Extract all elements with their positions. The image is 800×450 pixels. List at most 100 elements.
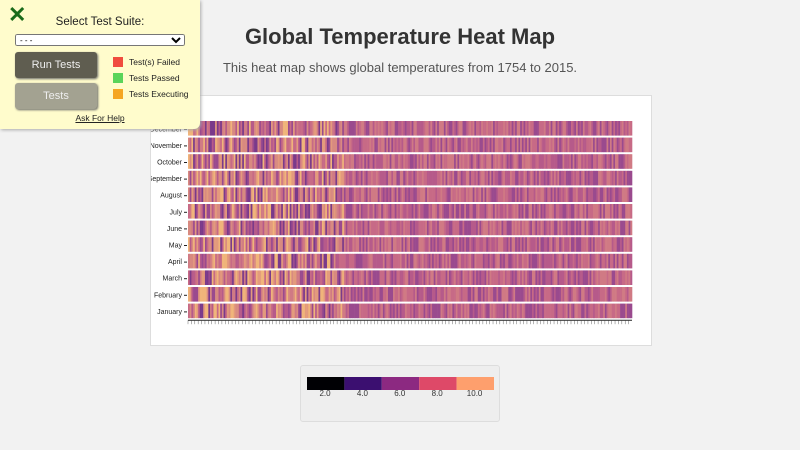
heatmap-cell	[311, 137, 314, 153]
heatmap-cell	[350, 270, 353, 285]
heatmap-cell	[621, 121, 624, 136]
heatmap-cell	[365, 154, 368, 169]
heatmap-cell	[594, 187, 597, 202]
heatmap-cell	[410, 270, 412, 285]
heatmap-cell	[404, 154, 407, 169]
heatmap-cell	[532, 220, 535, 236]
heatmap-cell	[206, 137, 209, 153]
heatmap-cell	[296, 154, 299, 169]
heatmap-cell	[520, 270, 523, 285]
heatmap-cell	[521, 187, 524, 202]
heatmap-cell	[272, 170, 275, 186]
heatmap-cell	[249, 220, 252, 236]
heatmap-cell	[254, 287, 257, 302]
heatmap-cell	[625, 287, 628, 302]
heatmap-cell	[511, 253, 514, 269]
heatmap-cell	[516, 220, 519, 236]
run-tests-button[interactable]: Run Tests	[15, 52, 97, 78]
heatmap-cell	[313, 121, 316, 136]
heatmap-cell	[621, 187, 624, 202]
heatmap-cell	[515, 303, 518, 319]
heatmap-cell	[277, 270, 280, 285]
heatmap-cell	[374, 154, 377, 169]
heatmap-cell	[260, 121, 263, 136]
heatmap-cell	[267, 121, 270, 136]
heatmap-cell	[343, 270, 346, 285]
heatmap-cell	[328, 270, 331, 285]
heatmap-cell	[340, 237, 343, 252]
heatmap-cell	[235, 287, 238, 302]
heatmap-cell	[557, 253, 560, 269]
heatmap-cell	[547, 154, 550, 169]
heatmap-cell	[577, 303, 580, 319]
heatmap-cell	[584, 287, 587, 302]
test-suite-select[interactable]: - - -	[15, 34, 185, 46]
heatmap-cell	[486, 303, 489, 319]
heatmap-cell	[282, 154, 285, 169]
heatmap-cell	[393, 154, 396, 169]
heatmap-cell	[199, 170, 202, 186]
heatmap-cell	[591, 303, 594, 319]
heatmap-cell	[343, 253, 346, 269]
heatmap-cell	[394, 287, 397, 302]
heatmap-cell	[371, 121, 374, 136]
heatmap-cell	[321, 287, 324, 302]
heatmap-cell	[215, 237, 218, 252]
heatmap-cell	[621, 303, 624, 319]
heatmap-cell	[443, 121, 446, 136]
heatmap-cell	[416, 204, 419, 219]
ask-for-help-link[interactable]: Ask For Help	[75, 113, 125, 123]
heatmap-cell	[293, 270, 296, 285]
heatmap-cell	[245, 220, 248, 236]
close-icon[interactable]: ✕	[8, 2, 27, 27]
heatmap-cell	[293, 187, 296, 202]
heatmap-cell	[367, 170, 370, 186]
heatmap-cell	[220, 170, 223, 186]
heatmap-cell	[554, 170, 557, 186]
heatmap-cell	[228, 187, 231, 202]
heatmap-cell	[218, 303, 221, 319]
heatmap-cell	[457, 121, 460, 136]
heatmap-cell	[343, 187, 346, 202]
heatmap-cell	[269, 170, 272, 186]
heatmap-cell	[337, 270, 340, 285]
heatmap-cell	[560, 121, 563, 136]
heatmap-cell	[425, 154, 428, 169]
heatmap-cell	[282, 270, 285, 285]
heatmap-cell	[204, 170, 207, 186]
heatmap-cell	[509, 287, 512, 302]
heatmap-cell	[198, 187, 201, 202]
heatmap-cell	[359, 204, 362, 219]
heatmap-cell	[557, 187, 560, 202]
heatmap-cell	[511, 154, 514, 169]
legend-swatch	[381, 377, 420, 390]
heatmap-cell	[447, 154, 450, 169]
heatmap-cell	[516, 270, 519, 285]
heatmap-cell	[548, 170, 551, 186]
heatmap-cell	[574, 237, 577, 252]
heatmap-cell	[260, 270, 263, 285]
heatmap-cell	[484, 170, 487, 186]
heatmap-cell	[325, 253, 328, 269]
tests-button[interactable]: Tests	[15, 83, 97, 109]
heatmap-cell	[548, 220, 551, 236]
heatmap-cell	[420, 220, 423, 236]
heatmap-cell	[391, 187, 394, 202]
heatmap-cell	[201, 287, 204, 302]
heatmap-cell	[537, 287, 540, 302]
heatmap-cell	[198, 287, 201, 302]
heatmap-cell	[303, 204, 306, 219]
heatmap-cell	[399, 121, 402, 136]
heatmap-cell	[442, 121, 445, 136]
heatmap-cell	[569, 287, 572, 302]
heatmap-cell	[442, 170, 445, 186]
month-label: April	[168, 259, 182, 266]
heatmap-cell	[249, 303, 252, 319]
heatmap-cell	[328, 170, 331, 186]
heatmap-cell	[499, 154, 502, 169]
heatmap-cell	[245, 121, 248, 136]
heatmap-cell	[306, 121, 309, 136]
heatmap-cell	[486, 154, 489, 169]
heatmap-cell	[555, 204, 558, 219]
heatmap-cell	[445, 253, 448, 269]
